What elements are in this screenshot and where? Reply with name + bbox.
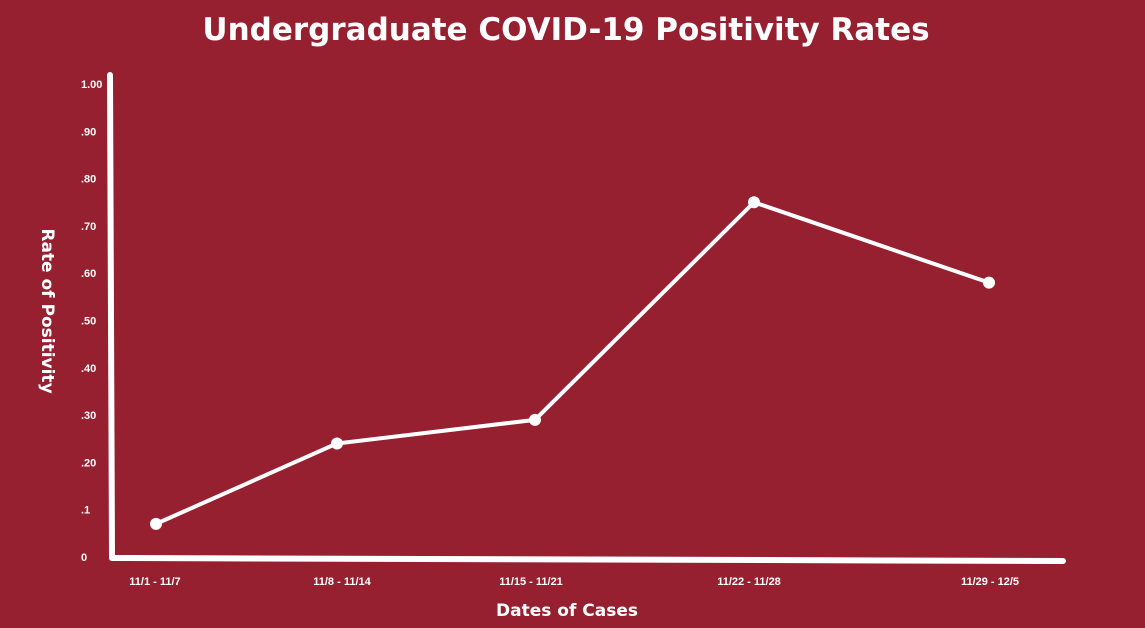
y-tick-label: .1	[81, 505, 90, 517]
data-point	[529, 413, 541, 426]
series-group	[150, 196, 995, 530]
y-tick-labels: 0 .1 .20 .30 .40 .50 .60 .70 .80 .90 1.00	[81, 79, 102, 564]
y-tick-label: .50	[81, 316, 96, 328]
data-point	[983, 276, 995, 289]
x-tick-label: 11/29 - 12/5	[961, 576, 1019, 588]
y-tick-label: .20	[81, 457, 96, 469]
x-tick-label: 11/15 - 11/21	[499, 576, 563, 588]
x-tick-label: 11/1 - 11/7	[129, 576, 180, 588]
data-point	[331, 437, 343, 450]
y-tick-label: .70	[81, 221, 96, 233]
data-point	[748, 196, 760, 209]
y-axis-line	[107, 72, 115, 561]
x-tick-label: 11/8 - 11/14	[313, 576, 371, 588]
y-axis-title: Rate of Positivity	[37, 228, 57, 393]
y-tick-label: .90	[81, 126, 96, 138]
y-tick-label: 0	[81, 552, 87, 564]
data-point	[150, 517, 162, 530]
x-tick-label: 11/22 - 11/28	[717, 576, 781, 588]
y-tick-label: .40	[81, 363, 96, 375]
y-tick-label: 1.00	[81, 79, 102, 91]
y-tick-label: .80	[81, 174, 96, 186]
x-axis-line	[109, 555, 1066, 564]
x-tick-labels: 11/1 - 11/7 11/8 - 11/14 11/15 - 11/21 11/2…	[129, 576, 1019, 588]
x-axis-title: Dates of Cases	[496, 601, 638, 621]
y-tick-label: .30	[81, 410, 96, 422]
series-line	[154, 200, 991, 526]
chart-title: Undergraduate COVID-19 Positivity Rates	[202, 12, 929, 48]
y-tick-label: .60	[81, 268, 96, 280]
